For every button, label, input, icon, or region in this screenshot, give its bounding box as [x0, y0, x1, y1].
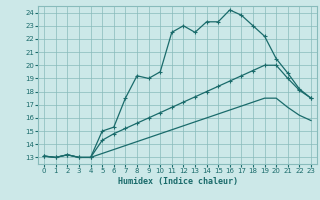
X-axis label: Humidex (Indice chaleur): Humidex (Indice chaleur): [118, 177, 238, 186]
